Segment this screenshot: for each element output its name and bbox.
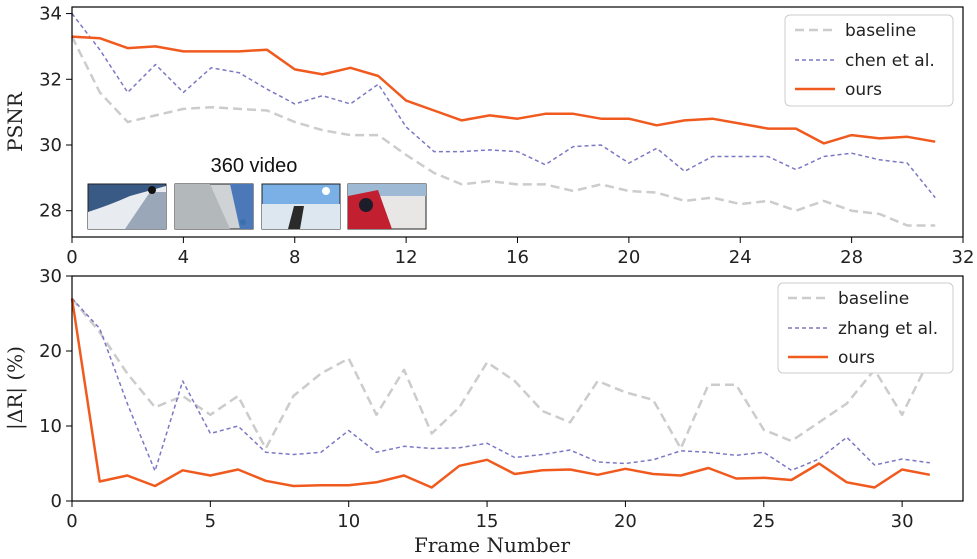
delta-r-x-axis-label: Frame Number <box>414 533 571 557</box>
psnr-x-tick-label: 24 <box>729 247 752 268</box>
delta-r-legend-ours-label: ours <box>838 348 875 368</box>
psnr-y-tick-label: 28 <box>39 201 62 222</box>
delta-r-x-tick-label: 15 <box>476 511 499 532</box>
psnr-plot-frame <box>71 6 964 238</box>
thumbnail-caption: 360 video <box>211 155 298 177</box>
delta-r-legend-baseline-label: baseline <box>838 289 909 309</box>
psnr-series-group <box>70 13 936 227</box>
psnr-grid-ticks: 0 4 8 12 16 20 24 28 32 28 30 32 34 <box>39 4 974 268</box>
delta-r-y-tick-label: 30 <box>39 266 62 287</box>
psnr-x-tick-label: 16 <box>506 247 529 268</box>
delta-r-x-tick-label: 30 <box>891 511 914 532</box>
delta-r-series-baseline-line <box>71 297 931 450</box>
delta-r-y-tick-label: 0 <box>51 491 62 512</box>
delta-r-legend-zhang-label: zhang et al. <box>838 319 938 339</box>
delta-r-y-axis-label: |ΔR| (%) <box>3 346 28 430</box>
psnr-x-tick-label: 32 <box>952 247 975 268</box>
psnr-legend: baseline chen et al. ours <box>784 14 954 107</box>
psnr-y-tick-label: 30 <box>39 135 62 156</box>
thumbnail-2-rock-face <box>174 183 254 230</box>
psnr-y-axis-label: PSNR <box>3 91 27 152</box>
psnr-x-tick-label: 12 <box>395 247 418 268</box>
psnr-legend-chen-label: chen et al. <box>845 51 935 71</box>
delta-r-grid-ticks: 0 5 10 15 20 25 30 0 10 20 30 <box>39 266 913 532</box>
psnr-x-tick-label: 8 <box>289 247 300 268</box>
psnr-x-tick-label: 4 <box>178 247 189 268</box>
thumbnail-1-snowy-slope <box>87 183 167 230</box>
delta-r-series-ours-line <box>70 298 931 489</box>
delta-r-y-tick-label: 20 <box>39 341 62 362</box>
psnr-series-ours-line <box>71 35 936 145</box>
delta-r-x-tick-label: 5 <box>205 511 216 532</box>
thumbnail-3-snow-lake <box>261 183 341 230</box>
thumbnail-4-snow-tube <box>347 183 427 230</box>
delta-r-x-tick-label: 20 <box>614 511 637 532</box>
delta-r-x-tick-label: 10 <box>337 511 360 532</box>
psnr-series-baseline-line <box>70 36 936 227</box>
psnr-x-tick-label: 28 <box>840 247 863 268</box>
delta-r-series-group <box>70 297 931 489</box>
psnr-legend-baseline-label: baseline <box>845 21 916 41</box>
psnr-y-tick-label: 34 <box>39 4 62 25</box>
psnr-x-tick-label: 20 <box>617 247 640 268</box>
delta-r-x-tick-label: 25 <box>752 511 775 532</box>
delta-r-y-tick-label: 10 <box>39 416 62 437</box>
psnr-legend-ours-label: ours <box>845 80 882 100</box>
psnr-y-tick-label: 32 <box>39 69 62 90</box>
thumbnail-strip: 360 video <box>87 155 427 230</box>
delta-r-panel: 0 5 10 15 20 25 30 0 10 20 30 |ΔR| (%) Frame Numbe… <box>3 266 964 557</box>
delta-r-x-tick-label: 0 <box>66 511 77 532</box>
psnr-panel: 0 4 8 12 16 20 24 28 32 28 30 32 34 PSNR 360 video <box>3 4 974 268</box>
delta-r-series-zhang-et-al-line <box>71 297 930 472</box>
delta-r-legend: baseline zhang et al. ours <box>777 282 954 374</box>
delta-r-plot-frame <box>71 275 964 502</box>
psnr-x-tick-label: 0 <box>66 247 77 268</box>
psnr-series-chen-et-al-line <box>71 13 936 199</box>
